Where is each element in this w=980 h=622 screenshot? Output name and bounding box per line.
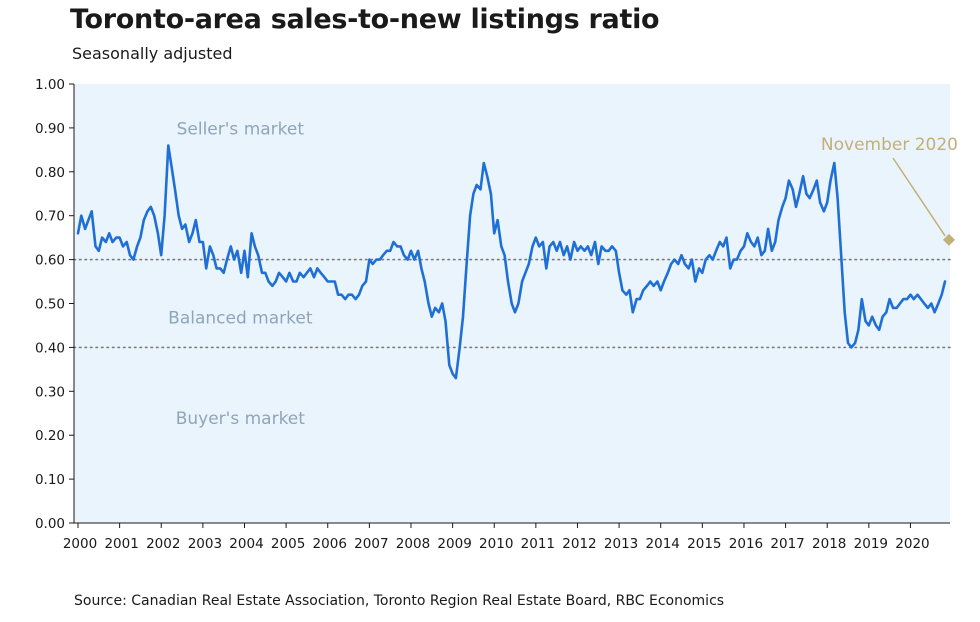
y-tick-label: 0.10 [35, 472, 65, 488]
y-tick-label: 1.00 [35, 77, 65, 93]
source-note: Source: Canadian Real Estate Association… [74, 593, 725, 609]
y-tick-label: 0.40 [35, 340, 65, 356]
x-tick-label: 2015 [687, 536, 721, 552]
x-tick-label: 2009 [437, 536, 471, 552]
x-tick-label: 2017 [770, 536, 804, 552]
x-tick-label: 2005 [271, 536, 305, 552]
x-tick-label: 2010 [479, 536, 513, 552]
x-tick-label: 2003 [188, 536, 222, 552]
y-axis-ticks: 0.00 0.10 0.20 0.30 0.40 0.50 0.60 0.70 0.80 0.90… [35, 77, 74, 532]
callout-group: November 2020 [821, 135, 958, 246]
y-tick-label: 0.90 [35, 121, 65, 137]
x-tick-label: 2016 [729, 536, 763, 552]
x-axis-ticks: 2000 2001 2002 2003 2004 2005 2006 2007 2008 2009… [63, 523, 930, 552]
y-tick-label: 0.70 [35, 209, 65, 225]
region-label: Balanced market [168, 308, 313, 328]
x-tick-label: 2000 [63, 536, 97, 552]
chart-title: Toronto-area sales-to-new listings ratio [70, 4, 660, 35]
callout-label: November 2020 [821, 135, 958, 155]
x-tick-label: 2002 [146, 536, 180, 552]
x-tick-label: 2012 [562, 536, 596, 552]
y-tick-label: 0.20 [35, 428, 65, 444]
x-tick-label: 2007 [354, 536, 388, 552]
y-tick-label: 0.80 [35, 165, 65, 181]
x-tick-label: 2011 [521, 536, 555, 552]
x-tick-label: 2020 [895, 536, 929, 552]
x-tick-label: 2008 [396, 536, 430, 552]
callout-leader-line [892, 157, 946, 237]
x-tick-label: 2006 [313, 536, 347, 552]
callout-marker [943, 233, 955, 246]
y-tick-label: 0.50 [35, 297, 65, 313]
x-tick-label: 2013 [604, 536, 638, 552]
region-label: Seller's market [177, 119, 305, 139]
y-tick-label: 0.30 [35, 384, 65, 400]
x-tick-label: 2004 [229, 536, 263, 552]
series-group [76, 144, 947, 380]
y-tick-label: 0.00 [35, 516, 65, 532]
x-tick-label: 2014 [646, 536, 680, 552]
region-label: Buyer's market [176, 409, 306, 429]
x-tick-label: 2019 [854, 536, 888, 552]
series-line [76, 144, 947, 380]
x-tick-label: 2001 [104, 536, 138, 552]
y-tick-label: 0.60 [35, 253, 65, 269]
chart-subtitle: Seasonally adjusted [72, 44, 233, 63]
region-labels: Seller's market Balanced market Buyer's ma… [168, 119, 313, 429]
x-tick-label: 2018 [812, 536, 846, 552]
